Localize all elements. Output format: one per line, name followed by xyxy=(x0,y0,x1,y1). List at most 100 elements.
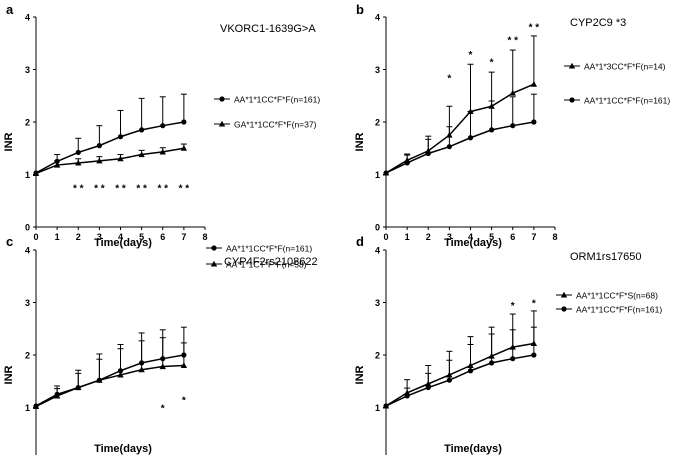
series-2-point xyxy=(404,393,410,399)
y-tick-label: 2 xyxy=(25,351,30,361)
series-1-point xyxy=(75,149,81,156)
series-2-line xyxy=(35,147,185,175)
significance-marker: * * xyxy=(94,184,105,195)
y-axis-label: INR xyxy=(354,365,366,384)
x-axis-label: Time(days) xyxy=(94,237,152,249)
series-2-legend-label: AA*1*1CT*F*F(n=58) xyxy=(226,260,307,270)
series-2-point xyxy=(75,384,82,391)
x-tick-label: 0 xyxy=(383,232,388,242)
series-2-point xyxy=(425,384,431,391)
significance-marker: * * xyxy=(179,184,190,195)
x-tick-label: 5 xyxy=(489,232,494,242)
series-1-legend-marker xyxy=(568,62,576,69)
y-tick-label: 2 xyxy=(25,118,30,128)
series-1-legend-label: AA*1*1CC*F*F(n=161) xyxy=(234,95,320,105)
series-2-point xyxy=(404,160,410,166)
x-tick-label: 2 xyxy=(426,232,431,242)
y-axis-label: INR xyxy=(3,365,15,384)
y-tick-label: 2 xyxy=(375,118,380,128)
series-2-legend-marker xyxy=(561,306,567,312)
series-2-point xyxy=(510,356,516,362)
x-tick-label: 5 xyxy=(139,232,144,242)
series-1-point xyxy=(181,119,187,125)
series-1-line xyxy=(35,354,185,407)
significance-marker: * * xyxy=(507,36,518,47)
series-1-point xyxy=(160,123,166,129)
series-2-point xyxy=(159,148,166,155)
series-2-point xyxy=(53,392,61,399)
x-tick-label: 6 xyxy=(160,232,165,242)
y-tick-label: 1 xyxy=(375,403,380,413)
series-1-line xyxy=(35,121,185,174)
series-2-point xyxy=(96,157,103,164)
series-2-point xyxy=(446,144,452,150)
panel-title: CYP2C9 *3 xyxy=(570,17,626,29)
significance-marker: * * xyxy=(115,184,126,195)
panel-title: CYP4F2rs2108622 xyxy=(224,256,318,268)
y-tick-label: 4 xyxy=(375,13,380,23)
series-2-point xyxy=(180,362,188,369)
x-tick-label: 1 xyxy=(55,232,60,242)
y-axis-label: INR xyxy=(354,132,366,151)
series-2-line xyxy=(385,354,535,407)
y-tick-label: 4 xyxy=(375,246,380,256)
series-2-point xyxy=(32,170,40,177)
panel-title: ORM1rs17650 xyxy=(570,251,642,263)
series-2-legend-label: AA*1*1CC*F*F(n=161) xyxy=(584,96,670,106)
series-1-legend-marker xyxy=(211,245,217,251)
series-2-point xyxy=(510,123,516,129)
series-1-point xyxy=(139,127,145,133)
y-tick-label: 1 xyxy=(25,170,30,180)
series-2-point xyxy=(383,403,389,409)
significance-marker: * * xyxy=(157,184,168,195)
series-2-point xyxy=(425,150,431,157)
y-tick-label: 4 xyxy=(25,13,30,23)
y-tick-label: 4 xyxy=(25,246,30,256)
series-2-point xyxy=(138,366,145,373)
x-tick-label: 2 xyxy=(76,232,81,242)
significance-marker: * xyxy=(447,73,451,84)
series-2-legend-marker xyxy=(218,120,226,127)
series-1-point xyxy=(117,134,124,140)
series-2-point xyxy=(180,145,188,151)
series-1-legend-label: AA*1*1CC*F*F(n=161) xyxy=(226,244,312,254)
series-1-line xyxy=(385,342,535,407)
series-2-point xyxy=(159,363,166,370)
y-tick-label: 0 xyxy=(25,223,30,233)
x-tick-label: 3 xyxy=(97,232,102,242)
x-axis-label: Time(days) xyxy=(444,237,502,249)
panel-letter: a xyxy=(6,2,14,17)
x-tick-label: 4 xyxy=(468,232,473,242)
y-tick-label: 1 xyxy=(375,170,380,180)
series-2-legend-marker xyxy=(569,97,575,103)
y-tick-label: 3 xyxy=(25,298,30,308)
y-tick-label: 3 xyxy=(375,65,380,75)
series-2-point xyxy=(117,155,124,162)
series-2-point xyxy=(53,161,61,168)
y-tick-label: 2 xyxy=(375,351,380,361)
series-2-point xyxy=(75,159,82,166)
series-2-point xyxy=(96,377,103,383)
y-axis-label: INR xyxy=(3,132,15,151)
series-1-point xyxy=(530,81,538,87)
series-1-legend-label: AA*1*1CC*F*S(n=68) xyxy=(576,291,658,301)
series-2-point xyxy=(489,360,495,366)
series-2-legend-marker xyxy=(210,260,218,267)
y-tick-label: 1 xyxy=(25,403,30,413)
significance-marker: * * xyxy=(73,184,84,195)
significance-marker: * xyxy=(532,299,536,310)
series-2-legend-label: GA*1*1CC*F*F(n=37) xyxy=(234,120,317,130)
series-2-point xyxy=(446,377,452,383)
series-2-point xyxy=(531,119,537,125)
significance-marker: * xyxy=(490,58,494,69)
x-tick-label: 1 xyxy=(405,232,410,242)
series-2-point xyxy=(117,371,124,378)
x-tick-label: 8 xyxy=(552,232,557,242)
series-2-line xyxy=(35,364,184,408)
panel-title: VKORC1-1639G>A xyxy=(220,23,316,35)
significance-marker: * * xyxy=(529,22,540,33)
x-axis-label: Time(days) xyxy=(94,443,152,455)
series-2-line xyxy=(385,121,535,174)
series-1-point xyxy=(509,89,516,96)
